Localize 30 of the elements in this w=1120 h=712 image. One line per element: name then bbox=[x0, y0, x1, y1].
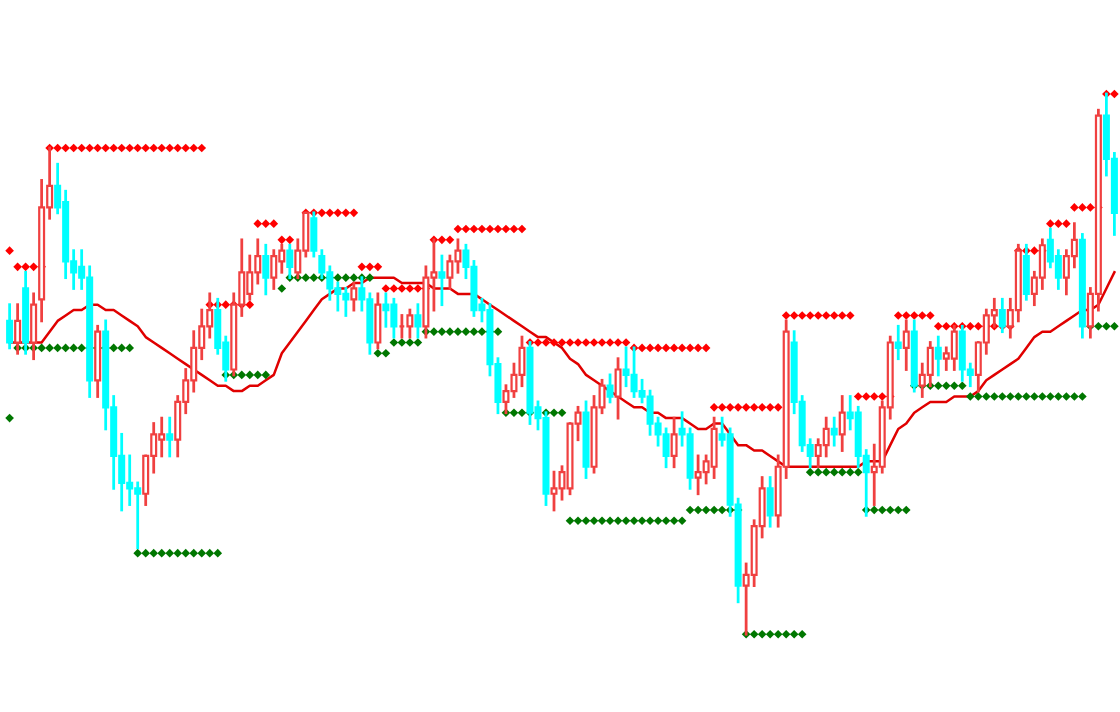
candlestick bbox=[830, 416, 838, 447]
candlestick bbox=[670, 416, 678, 469]
candlestick bbox=[902, 319, 910, 371]
candlestick bbox=[686, 427, 694, 490]
candlestick bbox=[166, 416, 174, 458]
candlestick bbox=[390, 297, 398, 339]
candlestick bbox=[262, 243, 270, 296]
candlestick bbox=[406, 308, 414, 339]
candlestick bbox=[6, 303, 14, 350]
candlestick bbox=[342, 287, 350, 317]
candlestick bbox=[662, 427, 670, 469]
candlestick bbox=[934, 335, 942, 377]
candlestick bbox=[838, 395, 846, 452]
candlestick bbox=[694, 454, 702, 496]
candlestick bbox=[606, 373, 614, 404]
candlestick bbox=[950, 324, 958, 371]
candlestick bbox=[414, 303, 422, 339]
candlestick bbox=[958, 324, 966, 382]
candlestick bbox=[350, 281, 358, 312]
candlestick bbox=[158, 416, 166, 458]
candlestick bbox=[614, 357, 622, 420]
candlestick bbox=[550, 470, 558, 512]
candlestick bbox=[382, 292, 390, 328]
candlestick bbox=[438, 254, 446, 307]
candlestick bbox=[766, 476, 774, 528]
candlestick bbox=[710, 416, 718, 479]
candlestick bbox=[270, 249, 278, 290]
candlestick bbox=[630, 346, 638, 398]
candlestick bbox=[894, 324, 902, 361]
candlestick bbox=[446, 254, 454, 290]
